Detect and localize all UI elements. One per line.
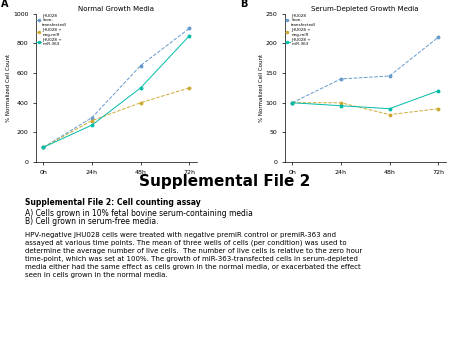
Y-axis label: % Normalized Cell Count: % Normalized Cell Count xyxy=(6,54,11,122)
Text: A) Cells grown in 10% fetal bovine serum-containing media: A) Cells grown in 10% fetal bovine serum… xyxy=(25,209,252,218)
Legend: JHU028
(non-
transfected), JHU028 +
neg-miR, JHU028 +
miR-363: JHU028 (non- transfected), JHU028 + neg-… xyxy=(285,14,316,46)
Legend: JHU028
(non-
transfected), JHU028 +
neg-miR, JHU028 +
miR-363: JHU028 (non- transfected), JHU028 + neg-… xyxy=(36,14,68,46)
Text: HPV-negative JHU028 cells were treated with negative premiR control or premiR-36: HPV-negative JHU028 cells were treated w… xyxy=(25,232,362,278)
Text: A: A xyxy=(0,0,8,9)
Text: Supplemental File 2: Cell counting assay: Supplemental File 2: Cell counting assay xyxy=(25,198,201,207)
Y-axis label: % Normalized Cell Count: % Normalized Cell Count xyxy=(259,54,264,122)
Text: B: B xyxy=(240,0,248,9)
Title: Serum-Depleted Growth Media: Serum-Depleted Growth Media xyxy=(311,6,419,12)
Title: Normal Growth Media: Normal Growth Media xyxy=(78,6,154,12)
Text: B) Cell grown in serum-free media.: B) Cell grown in serum-free media. xyxy=(25,217,158,226)
Text: Supplemental File 2: Supplemental File 2 xyxy=(140,174,310,189)
